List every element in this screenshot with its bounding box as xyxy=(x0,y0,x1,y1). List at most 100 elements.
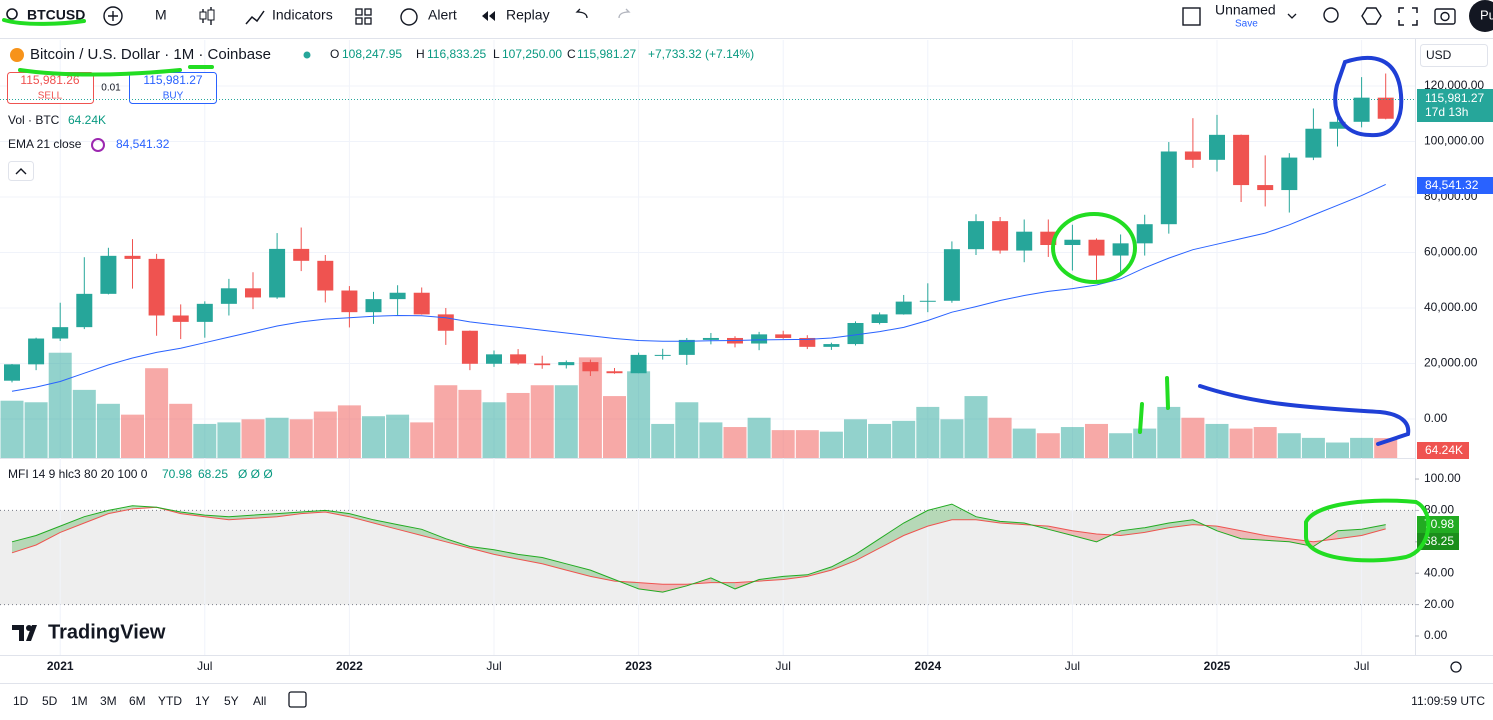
collapse-legend[interactable] xyxy=(8,161,34,181)
mfi-signal-price: 68.25 xyxy=(1424,534,1454,548)
volume-bar xyxy=(1157,406,1181,458)
mfi-fill xyxy=(1168,519,1193,528)
range-button[interactable]: 5D xyxy=(42,694,58,708)
range-button[interactable]: 1Y xyxy=(195,694,210,708)
save-status[interactable]: Save xyxy=(1235,19,1258,30)
clock: 11:09:59 UTC xyxy=(1411,694,1485,708)
candle-body xyxy=(1088,239,1105,256)
candle-body xyxy=(678,339,695,355)
mfi-legend-signal: 68.25 xyxy=(198,467,228,481)
volume-bar xyxy=(699,422,723,458)
volume-bar xyxy=(121,414,144,458)
volume-bar xyxy=(1133,428,1157,458)
ohlc-label: O xyxy=(330,47,339,61)
last-price-box xyxy=(1417,89,1493,122)
mfi-price: 70.98 xyxy=(1424,517,1454,531)
user-avatar[interactable] xyxy=(1469,0,1493,32)
candle-body xyxy=(871,314,888,323)
candle-body xyxy=(1112,243,1129,256)
volume-bar xyxy=(217,422,241,458)
volume-bar xyxy=(723,427,747,458)
volume-bar xyxy=(434,385,458,458)
mfi-fill xyxy=(421,529,446,542)
mfi-fill xyxy=(108,505,133,514)
indicators-button[interactable]: Indicators xyxy=(272,7,333,23)
range-button[interactable]: 6M xyxy=(129,694,146,708)
volume-bar xyxy=(940,419,964,458)
brand-dot xyxy=(26,625,32,631)
market-status xyxy=(303,51,311,59)
candle-body xyxy=(895,301,912,315)
x-tick-label: 2022 xyxy=(336,659,363,673)
candle-body xyxy=(293,248,310,261)
mfi-fill xyxy=(373,519,398,530)
candle-body xyxy=(1016,231,1033,251)
date-range-icon[interactable] xyxy=(288,691,307,708)
volume-bar xyxy=(337,405,361,458)
volume-bar xyxy=(241,419,265,458)
fullscreen[interactable] xyxy=(1398,7,1418,26)
candle-body xyxy=(1064,239,1081,246)
volume-legend: Vol · BTC xyxy=(8,113,60,127)
volume-bar xyxy=(145,368,169,458)
snapshot-lens xyxy=(1440,11,1450,22)
volume-bar xyxy=(1085,423,1108,458)
search-icon[interactable] xyxy=(6,8,18,20)
alert-button[interactable]: Alert xyxy=(428,7,457,23)
indicators-icon xyxy=(245,10,265,25)
range-button[interactable]: 1D xyxy=(13,694,29,708)
mfi-tick-label: 100.00 xyxy=(1424,471,1461,485)
collapse-icon xyxy=(15,168,27,175)
range-button[interactable]: 5Y xyxy=(224,694,239,708)
range-button[interactable]: YTD xyxy=(158,694,182,708)
mfi-legend-value: 70.98 xyxy=(162,467,192,481)
candle-body xyxy=(823,344,840,347)
volume-bar xyxy=(868,423,892,458)
candle-body xyxy=(389,292,406,300)
volume-bar xyxy=(1301,437,1325,458)
mfi-fill xyxy=(855,538,880,561)
currency-select[interactable] xyxy=(1420,44,1488,67)
quick-search[interactable] xyxy=(1323,7,1339,23)
snapshot[interactable] xyxy=(1434,8,1456,25)
axis-settings[interactable] xyxy=(1450,661,1462,673)
volume-bar xyxy=(651,423,675,458)
layout-name[interactable]: Unnamed xyxy=(1215,2,1276,18)
circle-note xyxy=(1304,498,1431,563)
undo[interactable] xyxy=(575,8,588,19)
volume-bar xyxy=(362,416,385,458)
templates-icon[interactable] xyxy=(355,8,372,25)
volume-bar xyxy=(892,420,916,458)
candle-body xyxy=(1353,97,1370,122)
settings[interactable] xyxy=(1361,7,1382,25)
layout-icon[interactable] xyxy=(1182,7,1201,26)
candle-body xyxy=(992,221,1009,251)
range-button[interactable]: 1M xyxy=(71,694,88,708)
currency[interactable]: USD xyxy=(1426,48,1452,62)
symbol[interactable]: BTCUSD xyxy=(27,7,85,23)
candle-body xyxy=(461,330,478,364)
redo[interactable] xyxy=(618,8,631,19)
add-symbol[interactable] xyxy=(103,6,123,26)
x-tick-label: Jul xyxy=(1354,659,1369,673)
volume-bar xyxy=(530,385,554,458)
candle-body xyxy=(486,354,502,364)
candle-body xyxy=(702,337,719,340)
range-button[interactable]: 3M xyxy=(100,694,117,708)
sell-price: 115,981.26 xyxy=(20,73,79,87)
mfi-legend: MFI 14 9 hlc3 80 20 100 0 xyxy=(8,467,148,481)
layout-menu[interactable] xyxy=(1287,13,1297,19)
replay-button[interactable]: Replay xyxy=(506,7,550,23)
ohlc-label: C xyxy=(567,47,576,61)
volume-legend-value: 64.24K xyxy=(68,113,106,127)
interval[interactable]: M xyxy=(155,7,167,23)
candle-body xyxy=(1233,134,1250,186)
last-price: 115,981.27 xyxy=(1425,91,1484,105)
y-tick-label: 120,000.00 xyxy=(1424,78,1484,92)
mfi-fill xyxy=(1144,522,1169,533)
volume-bar xyxy=(0,400,24,458)
range-button[interactable]: All xyxy=(253,694,266,708)
ohlc-value: 108,247.95 xyxy=(342,47,402,61)
ohlc-label: H xyxy=(416,47,425,61)
volume-bar xyxy=(96,403,120,458)
